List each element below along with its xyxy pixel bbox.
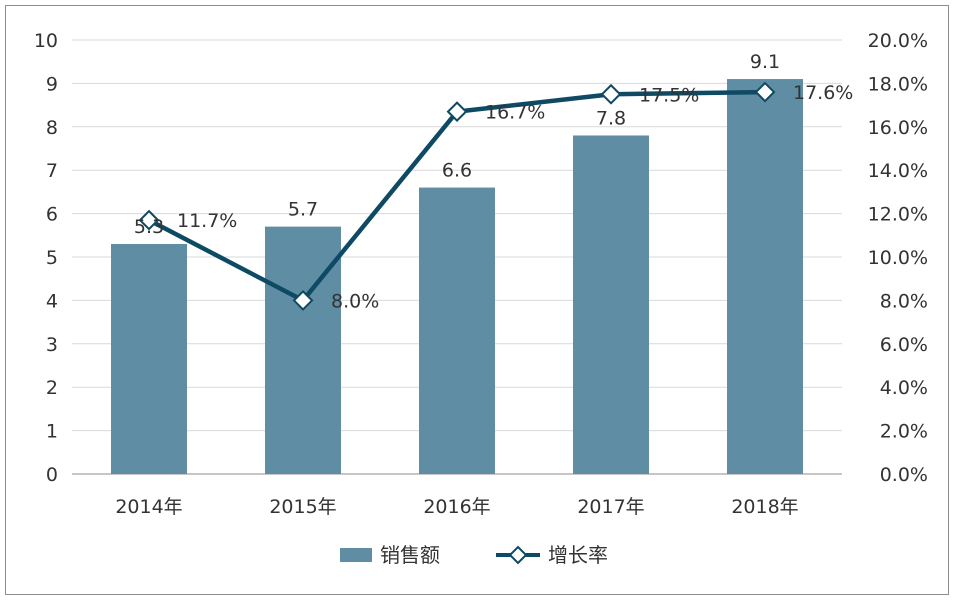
bar-value-label: 5.7 <box>288 199 318 221</box>
x-tick-label: 2015年 <box>269 496 336 518</box>
bar-value-label: 7.8 <box>596 107 626 129</box>
bar-value-label: 5.3 <box>134 216 164 238</box>
bar <box>419 187 495 474</box>
right-tick-label: 10.0% <box>868 247 928 269</box>
left-axis: 0 1 2 3 4 5 6 7 8 9 10 <box>34 30 58 486</box>
bar <box>727 79 803 474</box>
left-tick-label: 6 <box>46 204 58 226</box>
line-value-label: 16.7% <box>485 102 545 124</box>
legend-marker-diamond-icon <box>508 545 528 565</box>
right-tick-label: 2.0% <box>880 421 928 443</box>
line-marker <box>138 209 160 231</box>
x-axis: 2014年 2015年 2016年 2017年 2018年 <box>115 496 798 518</box>
right-tick-label: 20.0% <box>868 30 928 52</box>
bar-value-label: 6.6 <box>442 160 472 182</box>
right-tick-label: 6.0% <box>880 334 928 356</box>
left-tick-label: 8 <box>46 117 58 139</box>
gridlines <box>72 39 842 475</box>
right-tick-label: 4.0% <box>880 377 928 399</box>
left-tick-label: 10 <box>34 30 58 52</box>
bar-value-label: 9.1 <box>750 51 780 73</box>
left-tick-label: 5 <box>46 247 58 269</box>
left-tick-label: 3 <box>46 334 58 356</box>
x-tick-label: 2016年 <box>423 496 490 518</box>
line-value-label: 8.0% <box>331 290 379 312</box>
left-tick-label: 2 <box>46 377 58 399</box>
line-series <box>138 81 776 311</box>
line-value-label: 11.7% <box>177 210 237 232</box>
bar-series <box>111 79 803 475</box>
right-tick-label: 0.0% <box>880 464 928 486</box>
legend-label-sales: 销售额 <box>380 543 440 567</box>
legend-swatch-bar <box>340 548 372 562</box>
bar <box>573 135 649 475</box>
left-tick-label: 9 <box>46 73 58 95</box>
x-tick-label: 2018年 <box>731 496 798 518</box>
left-tick-label: 7 <box>46 160 58 182</box>
left-tick-label: 0 <box>46 464 58 486</box>
line-value-label: 17.6% <box>793 82 853 104</box>
data-labels: 5.3 5.7 6.6 7.8 9.1 11.7% 8.0% 16.7% 17.5% 17.6% <box>134 51 853 312</box>
bar <box>265 226 341 474</box>
right-axis: 0.0% 2.0% 4.0% 6.0% 8.0% 10.0% 12.0% 14.0% 16.0%… <box>868 30 928 486</box>
line-marker <box>446 101 468 123</box>
right-tick-label: 14.0% <box>868 160 928 182</box>
right-tick-label: 12.0% <box>868 204 928 226</box>
right-tick-label: 8.0% <box>880 290 928 312</box>
x-tick-label: 2017年 <box>577 496 644 518</box>
legend-label-growth: 增长率 <box>548 543 608 567</box>
legend: 销售额 增长率 <box>340 543 608 567</box>
line-marker <box>292 289 314 311</box>
left-tick-label: 1 <box>46 421 58 443</box>
bar <box>111 243 187 474</box>
x-tick-label: 2014年 <box>115 496 182 518</box>
line-value-label: 17.5% <box>639 84 699 106</box>
left-tick-label: 4 <box>46 290 58 312</box>
line-marker <box>600 83 622 105</box>
line-marker <box>754 81 776 103</box>
right-tick-label: 18.0% <box>868 73 928 95</box>
right-tick-label: 16.0% <box>868 117 928 139</box>
